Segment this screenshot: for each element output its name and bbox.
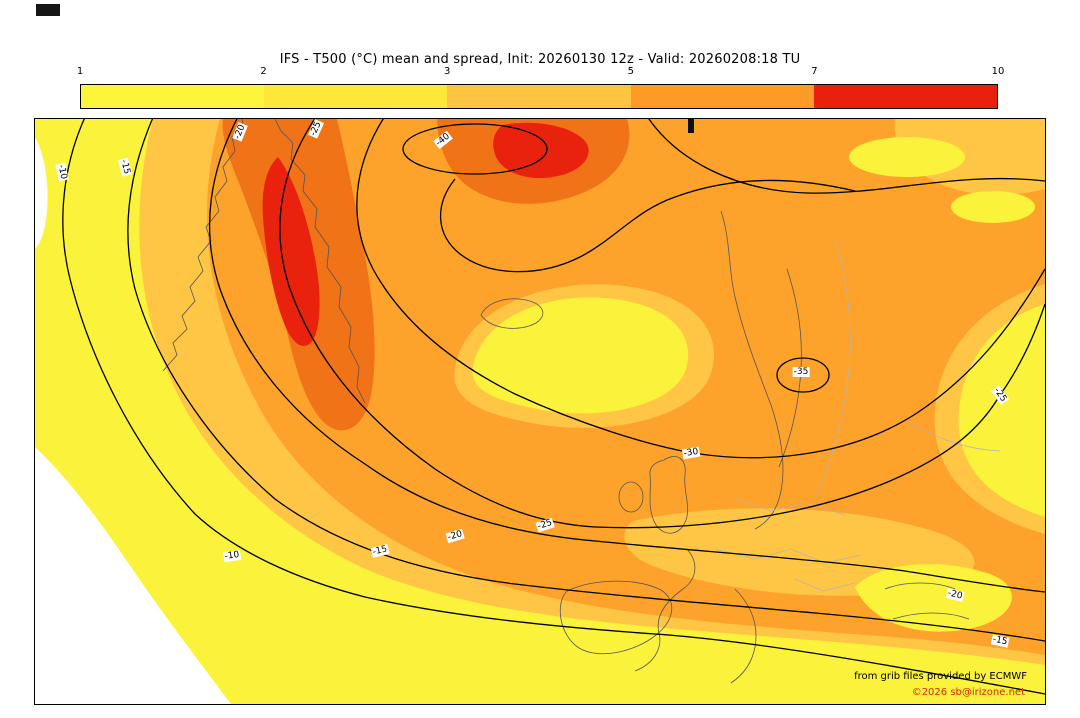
spread-red-core-svalbard — [493, 122, 589, 179]
italy-coast — [730, 588, 757, 684]
border-layer — [714, 238, 1001, 592]
blacksea-coast — [884, 582, 970, 620]
corner-artifact-mark — [36, 4, 60, 16]
border-russia-west — [904, 418, 1001, 452]
colorbar-segment — [447, 85, 631, 108]
spread-fill-layer — [35, 119, 1045, 704]
attribution-copyright: ©2026 sb@irizone.net — [911, 687, 1025, 698]
contour-minus10 — [62, 119, 1045, 695]
spread-yellow-west — [35, 119, 1045, 704]
contour-label: -35 — [792, 367, 810, 377]
colorbar-segment — [81, 85, 265, 108]
greenland-west-coast — [162, 119, 244, 372]
contour-minus25 — [279, 119, 1045, 529]
contour-layer — [62, 119, 1045, 695]
spread-yellow-southeast — [855, 564, 1012, 632]
france-atlantic-coast — [634, 548, 696, 672]
attribution-ecmwf: from grib files provided by ECMWF — [854, 671, 1027, 682]
spread-red-core-greenland — [262, 157, 320, 346]
contour-unlabeled-north — [648, 119, 1045, 194]
colorbar-tick-label: 3 — [444, 66, 451, 77]
border-finland-russia — [816, 238, 851, 496]
colorbar-segments — [80, 84, 998, 109]
coastline-layer — [162, 119, 970, 684]
contour-minus20 — [208, 119, 1045, 593]
border-balkans — [794, 578, 856, 592]
spread-yellow-spot-ne1 — [849, 137, 965, 177]
britain-coast — [649, 456, 689, 534]
contour-minus35-loop — [776, 357, 830, 393]
spread-yellow-spot-ne2 — [951, 191, 1035, 223]
ireland-coast — [618, 481, 644, 513]
border-central-europe — [714, 548, 862, 564]
iceland-coast — [480, 298, 544, 329]
colorbar-segment — [813, 85, 998, 108]
contour-minus15 — [127, 119, 1045, 642]
spread-white-west-sliver — [35, 137, 48, 249]
colorbar-tick-label: 1 — [76, 66, 84, 77]
norway-coast — [720, 210, 784, 530]
spread-gold-northeast — [894, 119, 1045, 195]
colorbar-tick-label: 10 — [991, 66, 1005, 77]
greenland-east-coast — [274, 119, 366, 404]
spread-yellow-center — [472, 297, 689, 414]
colorbar-segment — [630, 85, 814, 108]
contour-minus40-loop — [402, 123, 548, 175]
colorbar-tick-label: 2 — [260, 66, 267, 77]
map-area[interactable]: from grib files provided by ECMWF ©2026 … — [34, 118, 1046, 705]
colorbar-ticks: 1 2 3 5 7 10 — [76, 66, 1005, 82]
contour-unlabeled-mid — [439, 178, 856, 273]
spread-white-southwest — [35, 447, 231, 704]
colorbar-tick-label: 7 — [811, 66, 818, 77]
map-edge-tick-mark — [688, 119, 694, 133]
border-east-europe — [734, 498, 846, 516]
spread-map-svg — [35, 119, 1045, 704]
contour-minus30 — [356, 119, 1045, 459]
page-title: IFS - T500 (°C) mean and spread, Init: 2… — [279, 52, 801, 67]
colorbar-segment — [264, 85, 448, 108]
colorbar-tick-label: 5 — [627, 66, 634, 77]
iberia-coast — [559, 580, 673, 655]
